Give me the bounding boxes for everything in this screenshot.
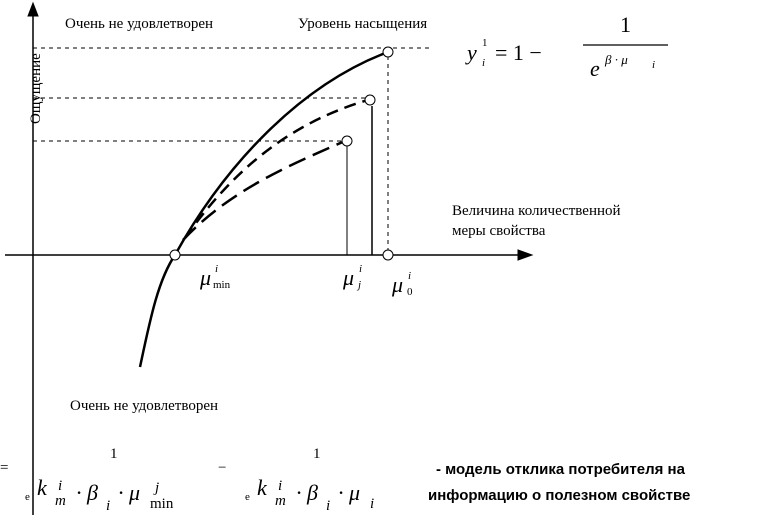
curve-main [138, 50, 389, 368]
point [364, 94, 376, 106]
point [382, 46, 394, 58]
math: · β [296, 480, 318, 505]
math: i [408, 270, 411, 282]
math: = 1 − [495, 40, 542, 65]
math: μ [199, 265, 211, 290]
math: j [153, 480, 159, 496]
math: min [150, 496, 174, 512]
math: β · μ [604, 52, 628, 67]
math: i [58, 478, 62, 494]
math: i [370, 496, 374, 512]
formula-bottom: = 1 e k i m · β i · μ j min − 1 e k i m … [0, 446, 374, 514]
math: i [278, 478, 282, 494]
math: μ [342, 265, 354, 290]
x-arrow [517, 249, 534, 261]
math: e [590, 56, 600, 81]
math: min [213, 279, 231, 291]
math: 1 [110, 446, 118, 462]
math: 1 [482, 37, 488, 49]
formula-top: y 1 i = 1 − 1 e β · μ i [465, 12, 668, 81]
label: Очень не удовлетворен [70, 398, 218, 414]
math: i [359, 263, 362, 275]
math: · β [76, 480, 98, 505]
math: e [245, 491, 250, 503]
math: i [482, 57, 485, 69]
markers: μ i min μ i j μ i 0 [199, 263, 413, 298]
math: e [25, 491, 30, 503]
math: j [356, 279, 361, 291]
math: μ [391, 272, 403, 297]
math: 0 [407, 286, 413, 298]
math: 1 [313, 446, 321, 462]
math: i [106, 498, 110, 514]
math: = [0, 460, 8, 476]
caption: информацию о полезном свойстве [428, 487, 690, 504]
math: k [257, 475, 268, 500]
math: i [326, 498, 330, 514]
curve-dashed [182, 139, 346, 241]
label: Очень не удовлетворен [65, 16, 213, 32]
math: 1 [620, 12, 631, 37]
graphics [5, 1, 534, 515]
y-arrow [27, 1, 39, 17]
label: Уровень насыщения [298, 16, 427, 32]
math: m [55, 493, 66, 509]
math: m [275, 493, 286, 509]
math: · μ [338, 480, 360, 505]
point [169, 249, 181, 261]
axis-label: Ощущение [28, 53, 44, 124]
math: i [652, 59, 655, 71]
math: y [465, 40, 477, 65]
math: i [215, 263, 218, 275]
point [382, 249, 394, 261]
math: k [37, 475, 48, 500]
axis-label: Величина количественной [452, 203, 621, 219]
curve-dashed [183, 98, 369, 239]
axis-label: меры свойства [452, 223, 546, 239]
math: · μ [118, 480, 140, 505]
point [341, 135, 353, 147]
caption: - модель отклика потребителя на [436, 461, 686, 478]
math: − [218, 460, 226, 476]
